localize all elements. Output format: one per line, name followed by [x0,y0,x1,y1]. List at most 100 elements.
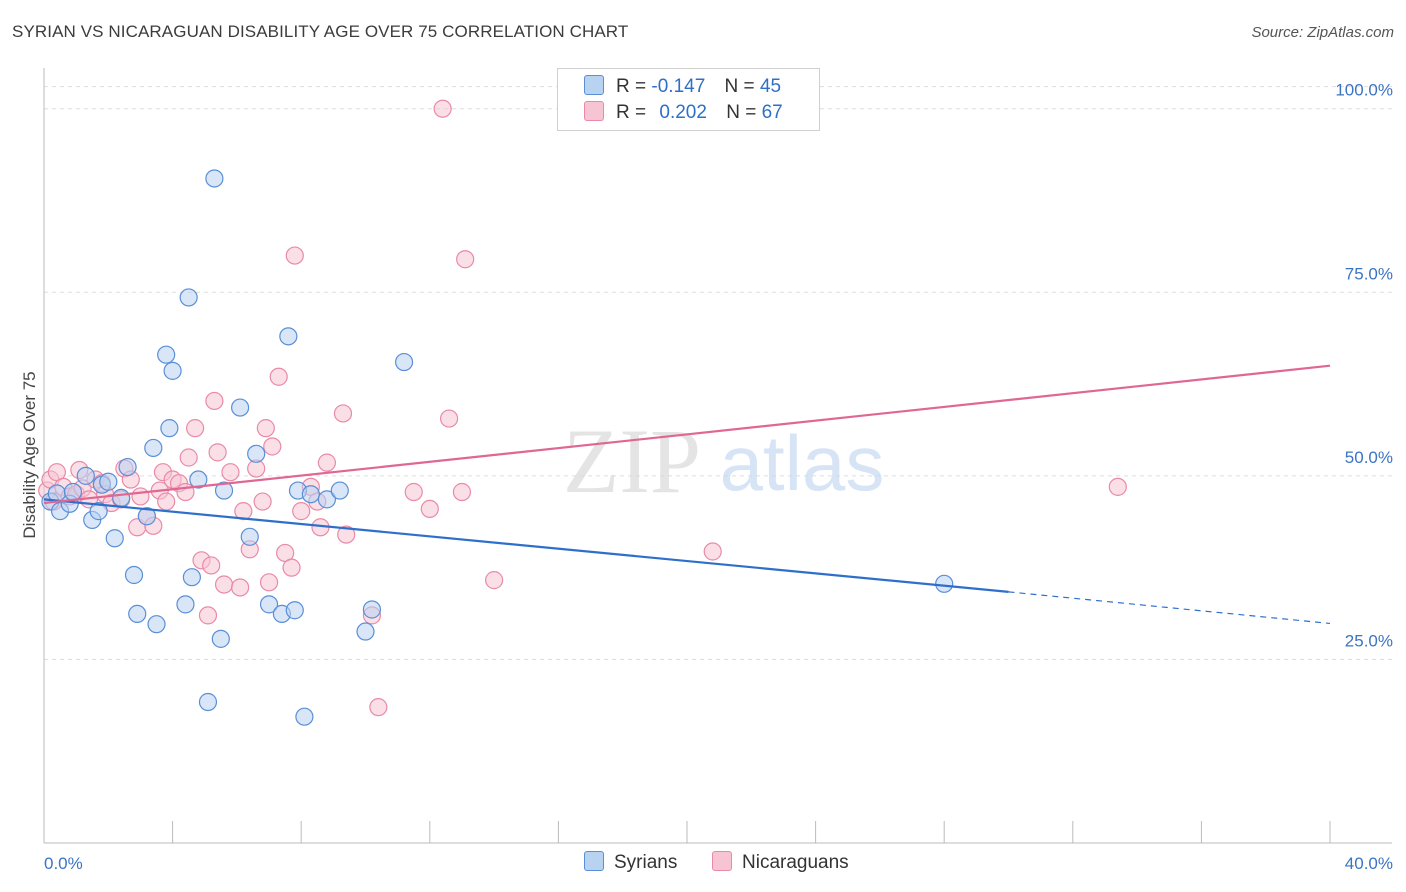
syrians-point [144,438,163,458]
syrians-trend-extension [1008,591,1331,625]
watermark-zip: ZIP [563,410,701,512]
syrians-point [63,482,83,502]
nicaraguans-point [456,250,475,269]
syrians-point [176,595,195,614]
nicaraguans-point [198,606,218,625]
syrians-point [160,419,179,438]
nicaraguans-point [485,571,504,590]
syrians-point [99,472,118,491]
syrians-point [105,529,124,548]
legend-n-label: N = [724,76,755,97]
nicaraguans-point [131,487,150,506]
legend-swatch-syrians [584,74,604,95]
bottom-legend-syrians: Syrians [584,850,678,874]
nicaraguans-point [433,99,452,118]
nicaraguans-point [285,246,304,265]
x-tick-label-max: 40.0% [1345,854,1393,873]
syrians-point [247,444,266,463]
legend-row-nicaraguans: R = 0.202 N = 67 [584,100,783,126]
nicaraguans-point [214,575,234,594]
syrians-point [211,629,230,648]
nicaraguans-point [317,453,337,472]
syrians-point [137,507,156,526]
syrians-trend-line [43,498,1009,593]
nicaraguans-point [205,391,224,411]
syrians-point [330,481,349,500]
syrians-point [182,568,201,587]
axes [43,68,1392,844]
syrians-point [394,352,414,372]
nicaraguans-point [256,419,275,438]
nicaraguans-point [179,448,198,467]
y-tick-label: 100.0% [1335,81,1393,100]
legend-r-label: R = [616,102,647,123]
legend-row-syrians: R = -0.147 N = 45 [584,74,782,100]
nicaraguans-point [208,443,227,462]
nicaraguans-point [452,482,472,502]
grid-lines [44,86,1392,660]
syrians-point [356,622,375,641]
syrians-point [147,615,166,634]
nicaraguans-point [337,525,356,544]
syrians-point [259,595,279,614]
nicaraguans-point [282,558,301,577]
nicaraguans-points [38,99,1127,717]
x-tick-labels: 0.0% 40.0% [44,854,1393,873]
nicaraguans-point [259,573,279,592]
bottom-legend-swatch-nicaraguans [712,850,732,871]
nicaraguans-point [269,367,288,386]
syrians-point [157,345,176,364]
bottom-legend-nicaraguans: Nicaraguans [712,850,849,874]
syrians-point [89,502,108,521]
nicaraguans-point [369,698,388,717]
syrians-point [76,466,95,485]
syrians-point [362,600,382,619]
nicaraguans-point [202,556,221,575]
syrians-point [279,327,298,346]
y-tick-labels: 25.0% 50.0% 75.0% 100.0% [1335,81,1393,651]
chart-title: SYRIAN VS NICARAGUAN DISABILITY AGE OVER… [12,22,629,41]
correlation-legend: R = -0.147 N = 45 R = 0.202 N = 67 [557,68,820,131]
syrians-point [214,481,234,500]
legend-r-value-nicaraguans: 0.202 [659,102,707,123]
syrians-point [118,457,137,477]
syrians-point [295,707,314,726]
syrians-point [231,398,250,417]
syrians-point [301,485,320,504]
syrians-point [285,601,304,620]
nicaraguans-point [176,482,195,502]
legend-n-label: N = [726,102,757,123]
legend-n-value-syrians: 45 [759,76,782,97]
nicaraguans-point [333,404,353,423]
bottom-legend-label-syrians: Syrians [614,852,678,873]
y-axis-label: Disability Age Over 75 [20,371,39,539]
nicaraguans-point [263,437,282,456]
legend-n-value-nicaraguans: 67 [761,102,783,123]
syrians-point [189,470,208,489]
bottom-legend-swatch-syrians [584,850,604,871]
syrians-point [179,288,198,307]
trend-lines [43,364,1331,625]
syrians-points [41,169,954,726]
y-tick-label: 50.0% [1345,448,1393,467]
syrians-point [112,488,131,507]
watermark-atlas: atlas [720,419,885,507]
nicaraguans-point [157,492,176,511]
nicaraguans-point [221,463,240,482]
y-tick-label: 25.0% [1345,631,1393,650]
syrians-point [198,692,218,712]
nicaraguans-point [404,482,423,502]
legend-r-label: R = [616,76,647,97]
syrians-point [205,169,224,188]
nicaraguans-point [253,492,272,511]
legend-r-value-syrians: -0.147 [651,76,706,97]
nicaraguans-point [292,502,311,521]
nicaraguans-point [231,578,250,597]
syrians-point [128,604,147,624]
bottom-legend-label-nicaraguans: Nicaraguans [742,852,849,873]
syrians-point [124,565,144,585]
nicaraguans-point [234,502,253,521]
nicaraguans-point [1108,477,1127,496]
chart-source: Source: ZipAtlas.com [1251,24,1394,41]
